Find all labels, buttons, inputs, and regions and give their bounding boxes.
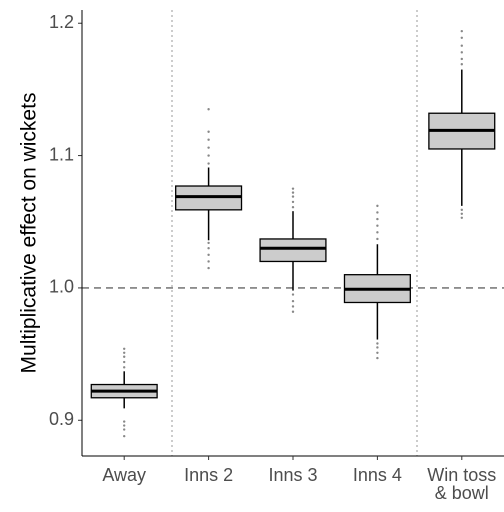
outlier xyxy=(291,200,295,204)
outlier xyxy=(460,51,463,54)
outlier xyxy=(376,342,379,345)
outlier xyxy=(291,305,295,308)
outlier xyxy=(207,154,210,157)
outlier xyxy=(376,231,379,234)
outlier xyxy=(376,237,379,241)
outlier xyxy=(207,247,210,250)
x-tick-label: Win toss & bowl xyxy=(427,465,496,503)
x-tick-label: Inns 2 xyxy=(184,465,233,485)
outlier xyxy=(207,241,210,245)
outlier xyxy=(291,299,295,303)
x-tick-line: Inns 3 xyxy=(268,465,317,485)
outlier xyxy=(291,205,295,209)
y-axis-label: Multiplicative effect on wickets xyxy=(18,93,41,374)
outlier xyxy=(376,204,379,208)
outlier xyxy=(207,266,210,270)
outlier xyxy=(123,434,126,438)
outlier xyxy=(123,420,126,423)
outlier xyxy=(123,351,126,354)
outlier xyxy=(376,356,379,360)
outlier xyxy=(207,108,210,111)
outlier xyxy=(123,360,126,364)
outlier xyxy=(291,187,295,190)
x-tick-label: Inns 4 xyxy=(353,465,402,485)
outlier xyxy=(291,310,295,313)
outlier xyxy=(207,253,210,257)
outlier xyxy=(291,293,295,296)
outlier xyxy=(460,212,463,216)
outlier xyxy=(460,36,463,39)
outlier xyxy=(376,346,379,349)
outlier xyxy=(291,191,295,194)
x-tick-line: Inns 2 xyxy=(184,465,233,485)
y-tick-label: 0.9 xyxy=(49,409,74,429)
outlier xyxy=(123,347,126,351)
x-tick-line: Away xyxy=(102,465,146,485)
outlier xyxy=(460,208,463,212)
outlier xyxy=(460,29,463,33)
outlier xyxy=(376,351,379,354)
box xyxy=(259,238,327,263)
outlier xyxy=(376,217,379,221)
outlier xyxy=(376,211,379,214)
x-tick-line: Win toss xyxy=(427,465,496,485)
outlier xyxy=(123,355,126,358)
outlier xyxy=(123,424,126,427)
outlier xyxy=(460,216,463,219)
outlier xyxy=(376,224,379,227)
y-tick-label: 1.1 xyxy=(49,144,74,164)
x-tick-line: & bowl xyxy=(435,483,489,503)
outlier xyxy=(207,146,210,149)
outlier xyxy=(207,260,210,263)
outlier xyxy=(460,63,463,66)
x-tick-label: Away xyxy=(102,465,146,485)
outlier xyxy=(123,428,126,431)
outlier xyxy=(207,138,210,141)
x-tick-line: Inns 4 xyxy=(353,465,402,485)
y-tick-label: 1.0 xyxy=(49,277,74,297)
outlier xyxy=(207,162,210,165)
outlier xyxy=(460,57,463,61)
y-tick-label: 1.2 xyxy=(49,12,74,32)
outlier xyxy=(207,130,210,133)
outlier xyxy=(123,366,126,369)
outlier xyxy=(291,195,295,198)
x-tick-label: Inns 3 xyxy=(268,465,317,485)
outlier xyxy=(460,44,463,47)
